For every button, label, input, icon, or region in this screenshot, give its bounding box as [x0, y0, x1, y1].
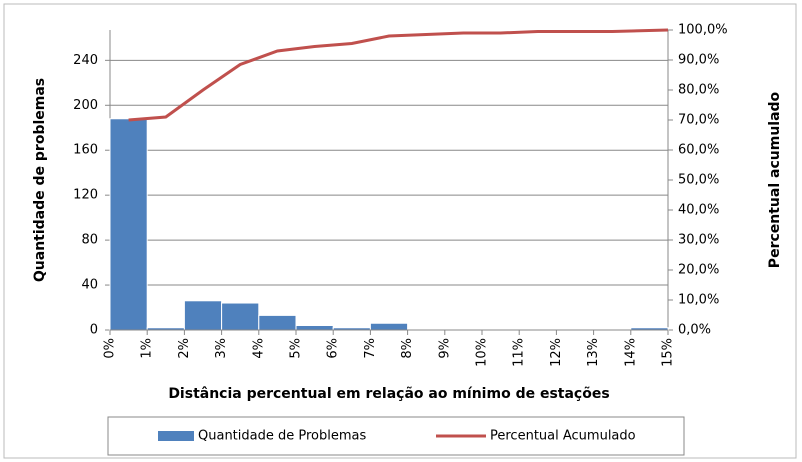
x-tick-label: 13% — [586, 338, 601, 367]
y-axis-label: Quantidade de problemas — [32, 78, 48, 282]
y2-tick-label: 50,0% — [678, 173, 719, 188]
y-tick-label: 80 — [81, 233, 98, 248]
y2-axis-label: Percentual acumulado — [767, 91, 783, 268]
x-tick-label: 6% — [326, 338, 341, 359]
x-tick-label: 9% — [437, 338, 452, 359]
x-tick-label: 4% — [251, 338, 266, 359]
y-tick-label: 240 — [73, 53, 98, 68]
y2-tick-label: 80,0% — [678, 83, 719, 98]
x-tick-label: 7% — [363, 338, 378, 359]
y2-tick-label: 0,0% — [678, 323, 711, 338]
y-tick-label: 0 — [90, 323, 98, 338]
legend-swatch — [158, 431, 194, 441]
x-tick-label: 2% — [177, 338, 192, 359]
x-tick-label: 11% — [512, 338, 527, 367]
legend-label: Quantidade de Problemas — [198, 429, 366, 444]
y2-tick-label: 40,0% — [678, 203, 719, 218]
y2-tick-label: 30,0% — [678, 233, 719, 248]
x-tick-label: 8% — [400, 338, 415, 359]
y2-tick-label: 20,0% — [678, 263, 719, 278]
bar — [221, 302, 260, 331]
y2-tick-label: 90,0% — [678, 53, 719, 68]
y2-tick-label: 70,0% — [678, 113, 719, 128]
bar — [183, 300, 223, 331]
x-tick-label: 3% — [214, 338, 229, 359]
line — [128, 28, 669, 122]
x-tick-label: 1% — [140, 338, 155, 359]
y-tick-label: 40 — [81, 278, 98, 293]
y-tick-label: 120 — [73, 188, 98, 203]
legend-label: Percentual Acumulado — [490, 429, 636, 444]
bar — [258, 314, 297, 331]
x-tick-label: 12% — [549, 338, 564, 367]
x-tick-label: 0% — [103, 338, 118, 359]
x-tick-label: 5% — [289, 338, 304, 359]
bar — [369, 322, 409, 331]
y2-tick-label: 60,0% — [678, 143, 719, 158]
y-tick-label: 160 — [73, 143, 98, 158]
bar — [109, 118, 148, 331]
x-tick-label: 10% — [475, 338, 490, 367]
x-axis-label: Distância percentual em relação ao mínim… — [168, 386, 609, 402]
x-tick-label: 14% — [623, 338, 638, 367]
bar — [295, 325, 334, 331]
y2-tick-label: 10,0% — [678, 293, 719, 308]
legend-box — [107, 416, 685, 456]
y2-tick-label: 100,0% — [678, 23, 728, 38]
x-tick-label: 15% — [661, 338, 676, 367]
y-tick-label: 200 — [73, 98, 98, 113]
